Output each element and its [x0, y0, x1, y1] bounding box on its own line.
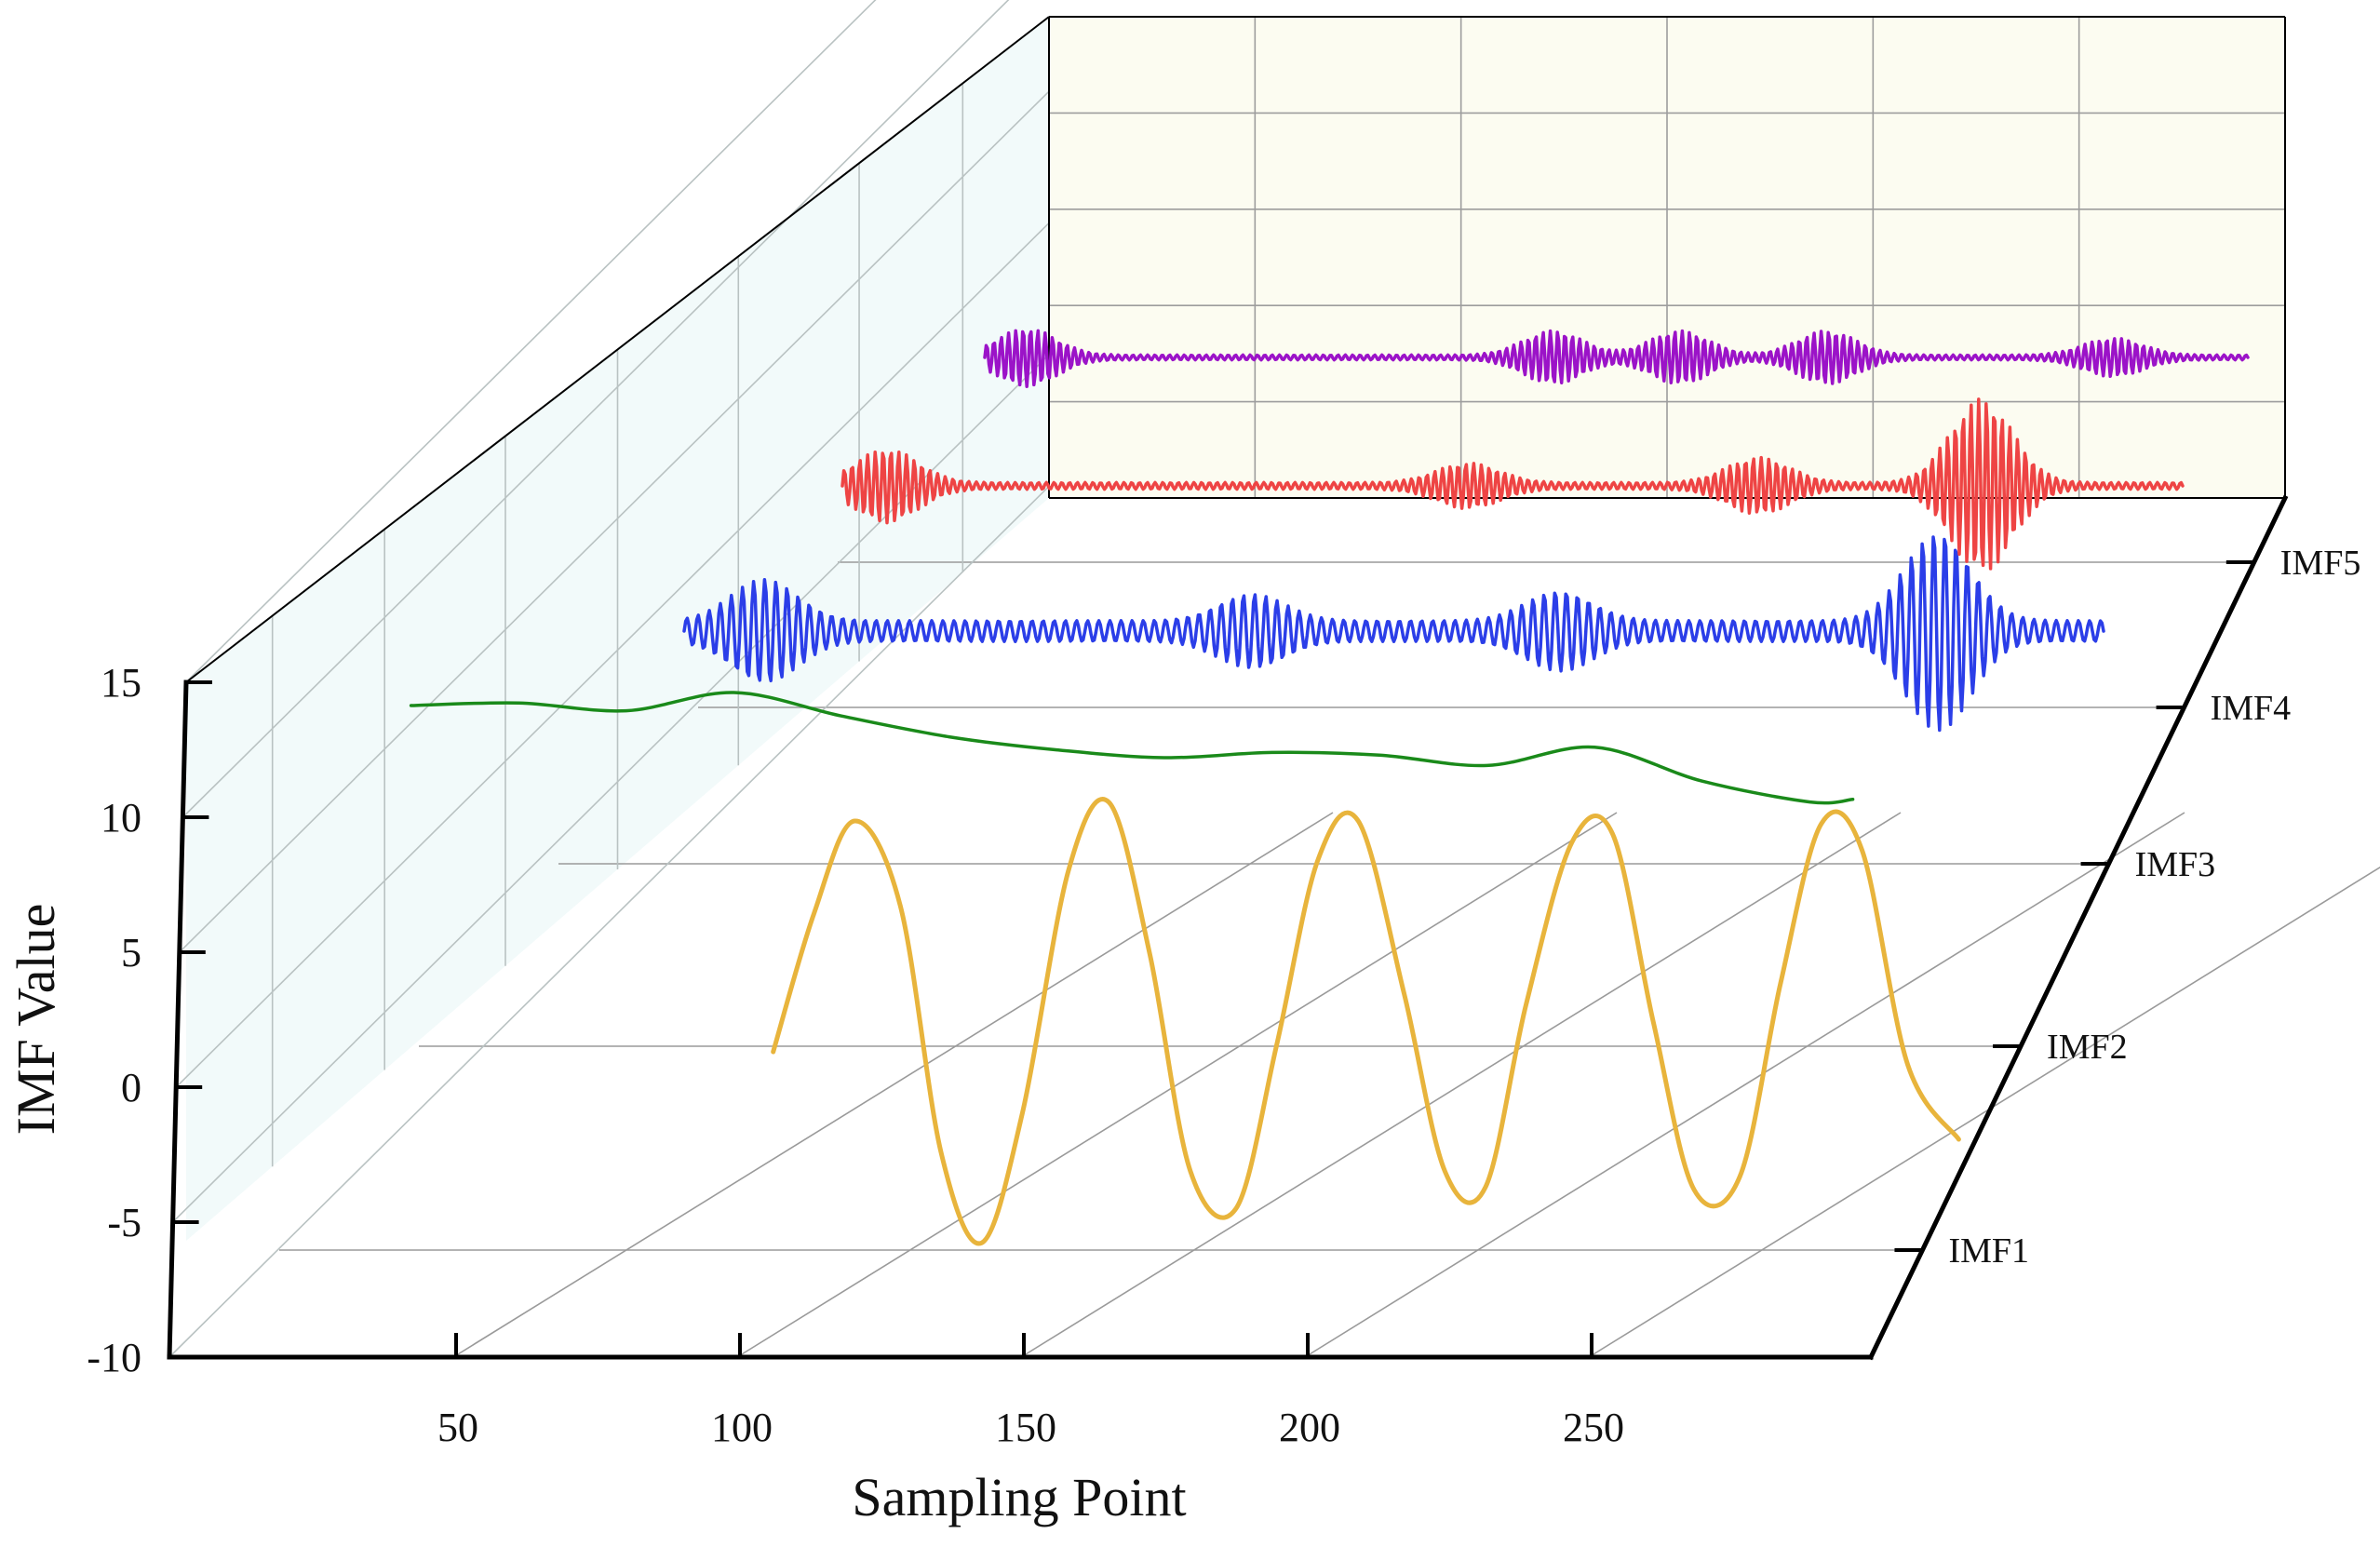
y-tick-label-0: 0 [121, 1065, 141, 1110]
x-tick-label-250: 250 [1563, 1405, 1624, 1450]
grid-lines [168, 0, 2380, 1358]
floor-grid-x-200 [1304, 812, 2185, 1358]
left-grid-y-5 [179, 90, 1050, 953]
y-tick-label--5: -5 [107, 1200, 141, 1245]
left-wall-top-edge [185, 16, 1050, 683]
series-line-imf1 [771, 797, 1961, 1246]
series-line-imf3 [682, 535, 2105, 733]
y-tick-label--10: -10 [87, 1335, 141, 1380]
chart-frame [185, 16, 2286, 683]
x-tick-label-200: 200 [1279, 1405, 1340, 1450]
series-line-imf2 [409, 691, 1855, 805]
y-tick-label-15: 15 [101, 660, 141, 706]
series-line-imf4 [840, 397, 2185, 571]
series-line-imf5 [983, 329, 2250, 388]
x-tick-label-50: 50 [437, 1405, 478, 1450]
y-axis-title: IMF Value [6, 904, 66, 1136]
y-tick-label-5: 5 [121, 930, 141, 975]
series-layer [409, 329, 2250, 1246]
depth-tick-label-imf4: IMF4 [2211, 689, 2292, 728]
floor-grid-x-100 [736, 812, 1618, 1358]
y-axis-line [167, 679, 189, 1360]
floor-grid-x-150 [1020, 812, 1902, 1358]
x-tick-label-150: 150 [995, 1405, 1056, 1450]
y-tick-label-10: 10 [101, 795, 141, 841]
depth-tick-label-imf5: IMF5 [2280, 544, 2361, 583]
depth-tick-label-imf1: IMF1 [1948, 1231, 2029, 1271]
depth-tick-label-imf3: IMF3 [2135, 845, 2216, 884]
ticks: 50 100 150 200 250 -10 -5 0 5 10 15 IMF1 IMF2 IMF3 IMF… [87, 544, 2360, 1450]
left-grid-y-0 [175, 222, 1050, 1088]
floor-grid-x-50 [452, 812, 1334, 1358]
x-axis-title: Sampling Point [852, 1467, 1186, 1527]
depth-axis-line [1867, 494, 2289, 1361]
depth-tick-label-imf2: IMF2 [2047, 1028, 2128, 1067]
x-tick-label-100: 100 [711, 1405, 773, 1450]
left-grid-y-10 [182, 0, 1010, 818]
floor-grid-x-250 [1588, 866, 2380, 1358]
left-grid-y-15 [185, 0, 877, 683]
axes [167, 494, 2289, 1361]
